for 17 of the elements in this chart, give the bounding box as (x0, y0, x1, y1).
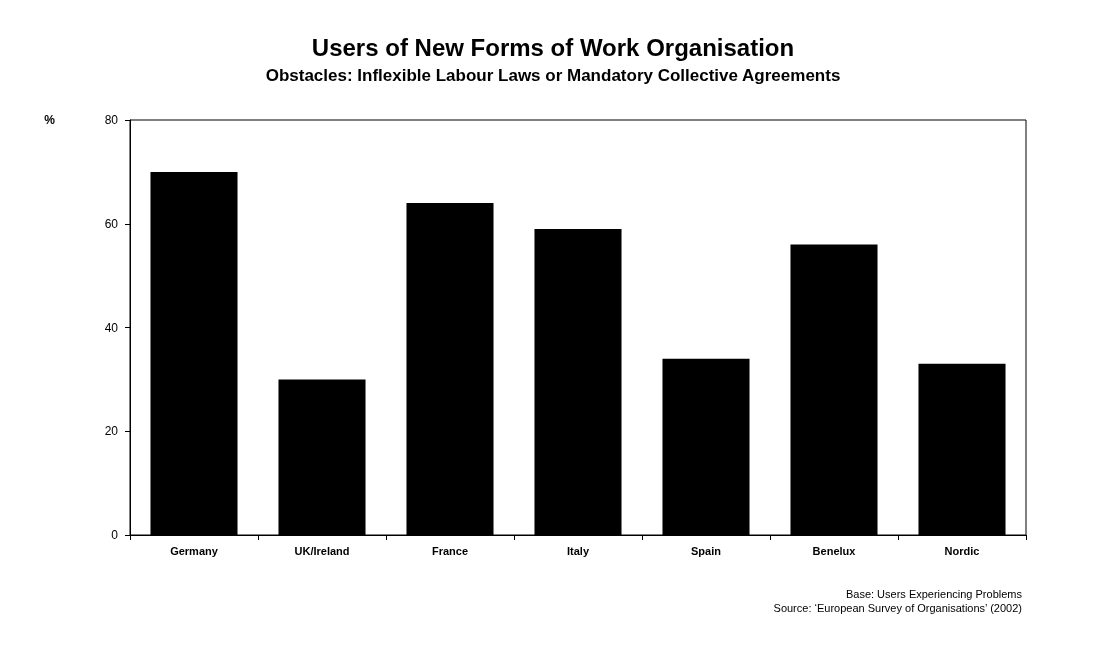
source-note: Source: ‘European Survey of Organisations’ (2002) (773, 601, 1022, 614)
x-tick-label: France (431, 544, 469, 557)
x-tick-label: Italy (566, 544, 590, 557)
y-tick-label: 40 (104, 320, 119, 335)
y-tick-label: 20 (104, 424, 119, 439)
chart-subtitle: Obstacles: Inflexible Labour Laws or Mandatory Collective Agreements (265, 66, 841, 85)
chart-title: Users of New Forms of Work Organisation (311, 33, 795, 61)
y-tick-label: 0 (111, 528, 119, 542)
x-tick-label: Benelux (812, 544, 857, 557)
x-tick-label: Nordic (944, 544, 980, 557)
text: Base: Users Experiencing Problems (845, 587, 1023, 600)
y-axis-title: % (44, 113, 56, 127)
x-tick-label: Spain (691, 544, 722, 557)
y-tick-label: 80 (104, 113, 119, 127)
x-tick-label: UK/Ireland (294, 544, 350, 557)
x-tick-label: Germany (170, 544, 219, 557)
y-tick-label: 60 (104, 216, 119, 231)
